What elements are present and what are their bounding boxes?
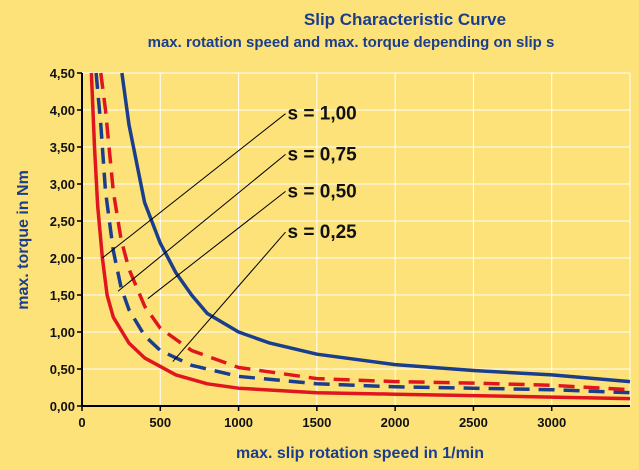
series-line-1 [120, 72, 631, 384]
x-tick-label: 1000 [224, 415, 253, 430]
series-line-4 [89, 72, 631, 401]
x-tick-label: 0 [78, 415, 85, 430]
y-tick-label: 0,00 [50, 399, 75, 414]
series-pointer-4 [172, 231, 286, 362]
y-tick-label: 2,00 [50, 251, 75, 266]
y-axis-label: max. torque in Nm [15, 170, 32, 310]
series-pointer-3 [147, 191, 286, 300]
series-label-2: s = 0,75 [288, 144, 358, 165]
y-tick-label: 4,50 [50, 66, 75, 81]
series-lines [89, 72, 631, 401]
y-tick-label: 3,50 [50, 140, 75, 155]
series-pointer-2 [117, 154, 286, 292]
y-tick-label: 4,00 [50, 103, 75, 118]
series-pointer-1 [102, 113, 286, 259]
series-label-3: s = 0,50 [288, 181, 357, 202]
y-tick-labels: 0,00 0,50 1,00 1,50 2,00 2,50 3,00 3,50 4,00 4,50 [50, 66, 75, 414]
y-tick-label: 1,50 [50, 288, 75, 303]
chart-subtitle: max. rotation speed and max. torque depe… [148, 34, 555, 51]
x-tick-labels: 0 500 1000 1500 2000 2500 3000 [78, 415, 566, 430]
chart-title: Slip Characteristic Curve [304, 10, 506, 29]
series-label-4: s = 0,25 [288, 222, 358, 243]
x-tick-label: 500 [149, 415, 171, 430]
y-tick-label: 1,00 [50, 325, 75, 340]
y-tick-label: 3,00 [50, 177, 75, 192]
series-labels: s = 1,00 s = 0,75 s = 0,50 s = 0,25 [102, 104, 357, 362]
x-tick-label: 3000 [537, 415, 566, 430]
axes [77, 72, 630, 411]
x-axis-label: max. slip rotation speed in 1/min [236, 445, 484, 462]
series-label-1: s = 1,00 [288, 104, 357, 125]
y-tick-label: 0,50 [50, 362, 75, 377]
x-tick-label: 1500 [302, 415, 331, 430]
y-tick-label: 2,50 [50, 214, 75, 229]
series-line-3 [99, 72, 631, 392]
series-line-2 [94, 72, 631, 395]
x-tick-label: 2500 [459, 415, 488, 430]
x-tick-label: 2000 [381, 415, 410, 430]
